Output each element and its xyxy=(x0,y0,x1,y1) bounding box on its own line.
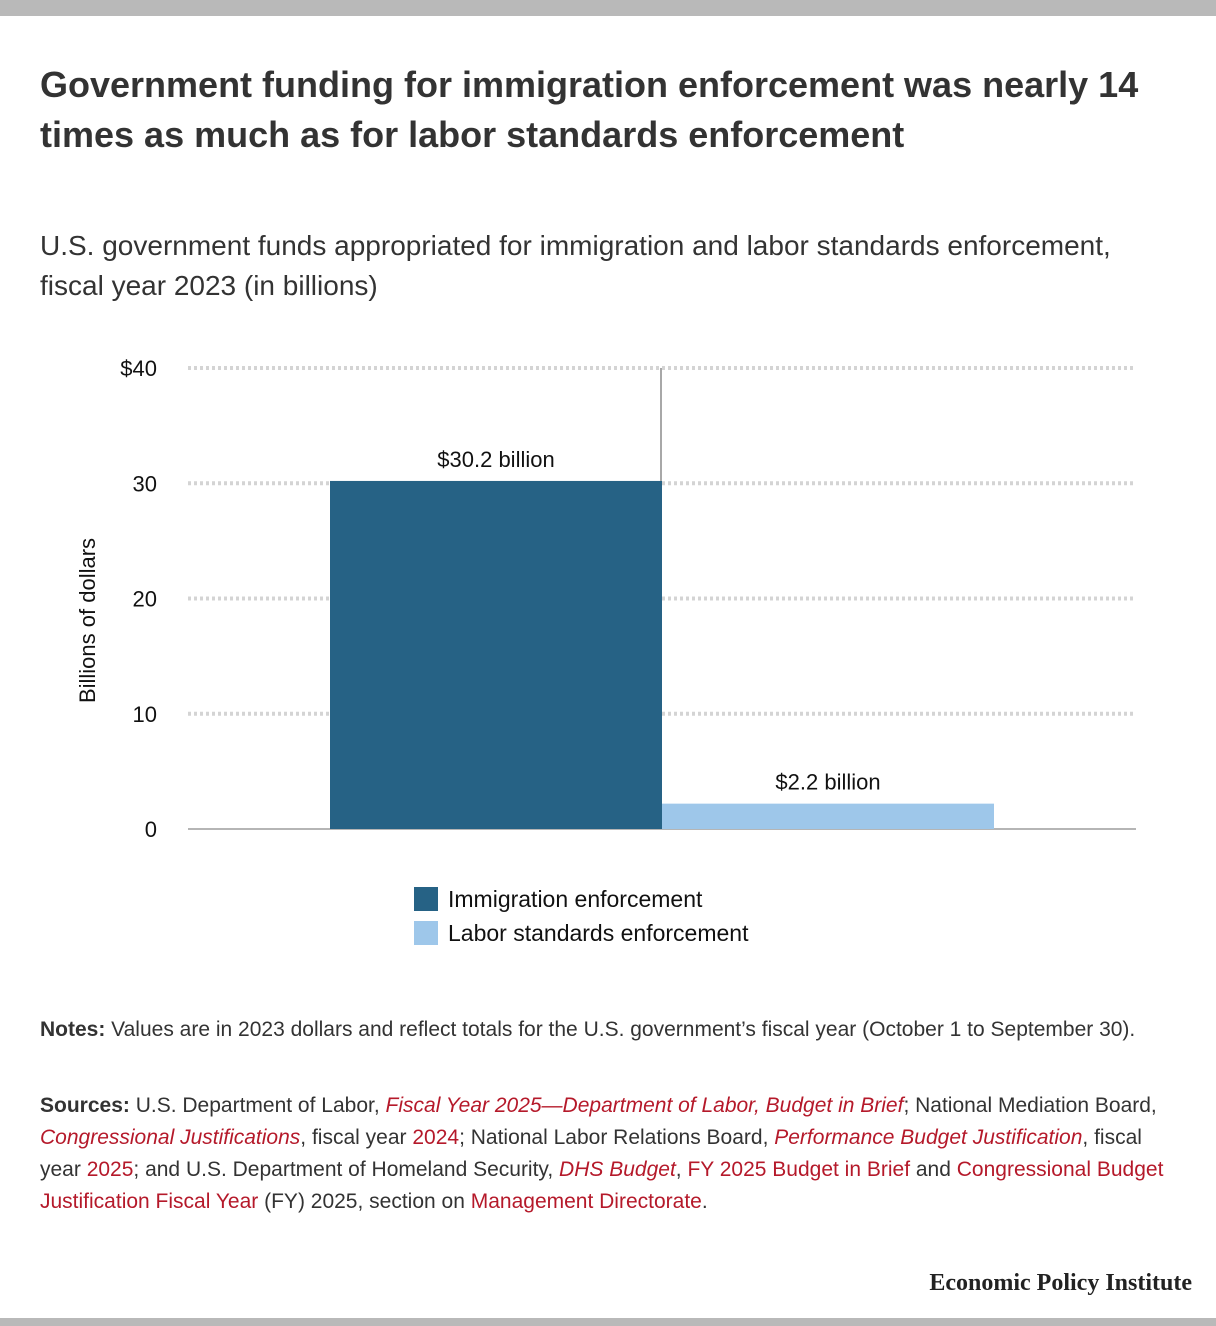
legend: Immigration enforcement Labor standards … xyxy=(414,882,748,950)
y-tick-label: $40 xyxy=(120,356,157,381)
chart-title: Government funding for immigration enfor… xyxy=(40,64,1139,155)
sources: Sources: U.S. Department of Labor, Fisca… xyxy=(40,1090,1180,1218)
y-axis-title: Billions of dollars xyxy=(75,538,100,703)
source-link-2024[interactable]: 2024 xyxy=(412,1126,460,1149)
top-border xyxy=(0,0,1216,16)
epi-logo-text: Economic Policy Institute xyxy=(929,1270,1192,1296)
sources-label: Sources: xyxy=(40,1094,130,1117)
sources-text: and xyxy=(910,1158,957,1181)
source-link-dol-budget-in-brief[interactable]: Fiscal Year 2025—Department of Labor, Bu… xyxy=(385,1094,904,1117)
source-link-fy2025-budget-in-brief[interactable]: FY 2025 Budget in Brief xyxy=(687,1158,911,1181)
legend-label-labor: Labor standards enforcement xyxy=(448,919,749,946)
bar-chart: 0 10 20 30 $40 Billions of dollars $30.2 billi… xyxy=(75,356,1136,842)
y-tick-label: 20 xyxy=(133,587,157,612)
source-link-congressional-budget-justification[interactable]: Congressional Budget Justification Fisca… xyxy=(40,1158,1164,1213)
data-label-labor: $2.2 billion xyxy=(775,770,880,795)
y-tick-label: 10 xyxy=(133,702,157,727)
bar-labor xyxy=(662,803,994,829)
y-tick-label: 0 xyxy=(145,817,157,842)
sources-text: , fiscal year xyxy=(40,1126,1142,1181)
sources-text: ; National Mediation Board, xyxy=(903,1094,1157,1117)
sources-text: , fiscal year xyxy=(300,1126,413,1149)
legend-item-labor: Labor standards enforcement xyxy=(414,916,748,950)
notes-text: Values are in 2023 dollars and reflect t… xyxy=(105,1018,1136,1041)
notes: Notes: Values are in 2023 dollars and re… xyxy=(40,1014,1180,1046)
source-link-dhs-budget[interactable]: DHS Budget xyxy=(559,1158,676,1181)
y-tick-label: 30 xyxy=(133,471,157,496)
sources-text: U.S. Department of Labor, xyxy=(129,1094,386,1117)
data-label-immigration: $30.2 billion xyxy=(437,447,554,472)
sources-text: , xyxy=(675,1158,688,1181)
chart-subtitle: U.S. government funds appropriated for i… xyxy=(40,230,1111,301)
sources-text: (FY) 2025, section on xyxy=(258,1190,471,1213)
source-link-nlrb-performance-budget[interactable]: Performance Budget Justification xyxy=(774,1126,1083,1149)
legend-item-immigration: Immigration enforcement xyxy=(414,882,748,916)
source-link-management-directorate[interactable]: Management Directorate xyxy=(470,1190,702,1213)
sources-text: . xyxy=(701,1190,708,1213)
notes-label: Notes: xyxy=(40,1018,106,1041)
sources-text: ; and U.S. Department of Homeland Securi… xyxy=(133,1158,560,1181)
bottom-border xyxy=(0,1318,1216,1326)
bar-immigration xyxy=(330,480,662,829)
legend-label-immigration: Immigration enforcement xyxy=(448,885,703,912)
source-link-2025[interactable]: 2025 xyxy=(86,1158,134,1181)
legend-swatch-labor xyxy=(414,921,438,945)
legend-swatch-immigration xyxy=(414,887,438,911)
sources-text: ; National Labor Relations Board, xyxy=(459,1126,775,1149)
source-link-nmb-congressional-justifications[interactable]: Congressional Justifications xyxy=(40,1126,301,1149)
